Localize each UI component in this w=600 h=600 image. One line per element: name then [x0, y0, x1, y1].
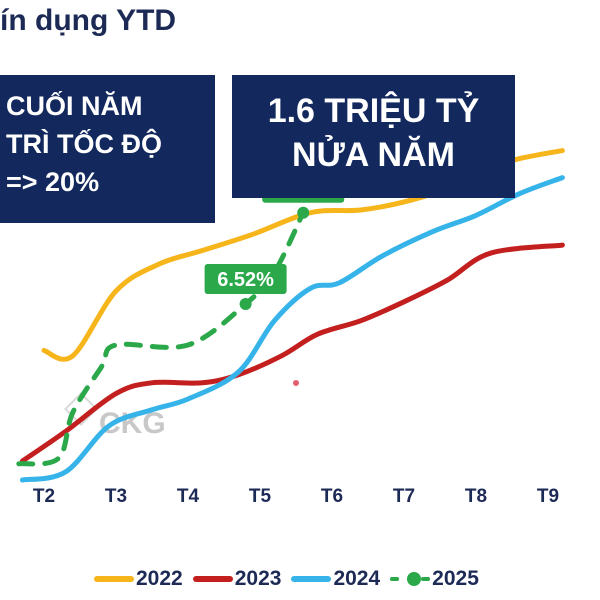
legend-swatch-2025: [390, 572, 431, 586]
x-tick-label-T9: T9: [537, 486, 559, 507]
callout-left-line-3: => 20%: [6, 167, 100, 197]
cursor-dot: [293, 380, 299, 386]
legend-item-2022: 2022: [94, 567, 183, 591]
x-tick-label-T3: T3: [105, 486, 127, 507]
data-point-2025-1: [297, 206, 310, 219]
legend-label-2022: 2022: [136, 567, 183, 590]
legend-item-2025: 2025: [390, 567, 479, 591]
x-tick-label-T8: T8: [465, 486, 487, 507]
legend-item-2024: 2024: [291, 567, 380, 591]
callout-right: 1.6 TRIỆU TỶ NỬA NĂM: [232, 75, 515, 198]
legend-label-2024: 2024: [333, 567, 381, 590]
x-tick-label-T6: T6: [321, 486, 343, 507]
legend-swatch-2023: [192, 576, 233, 582]
x-tick-label-T4: T4: [177, 486, 200, 507]
legend-swatch-2024: [291, 576, 332, 582]
legend-item-2023: 2023: [192, 567, 282, 591]
data-label-2025-0: 6.52%: [217, 269, 274, 291]
chart-title: ín dụng YTD: [0, 4, 177, 37]
callout-right-line-1: 1.6 TRIỆU TỶ: [267, 92, 480, 130]
legend-label-2023: 2023: [234, 567, 282, 590]
x-tick-label-T5: T5: [249, 486, 272, 507]
x-tick-label-T7: T7: [393, 486, 415, 507]
callout-right-line-2: NỬA NĂM: [292, 136, 455, 174]
legend-label-2025: 2025: [432, 567, 479, 590]
series-line-2023: [19, 242, 565, 464]
callout-left-line-1: CUỐI NĂM: [6, 91, 143, 121]
callout-left: CUỐI NĂM TRÌ TỐC ĐỘ => 20%: [0, 75, 215, 223]
x-tick-label-T2: T2: [33, 486, 55, 507]
callout-left-line-2: TRÌ TỐC ĐỘ: [6, 129, 162, 159]
data-point-2025-0: [239, 297, 252, 310]
data-label-bg-2025-0: [204, 263, 287, 294]
legend-swatch-2022: [94, 576, 134, 582]
series-line-2024: [19, 175, 565, 483]
legend: 2022 2023 2024 2025: [94, 562, 483, 596]
